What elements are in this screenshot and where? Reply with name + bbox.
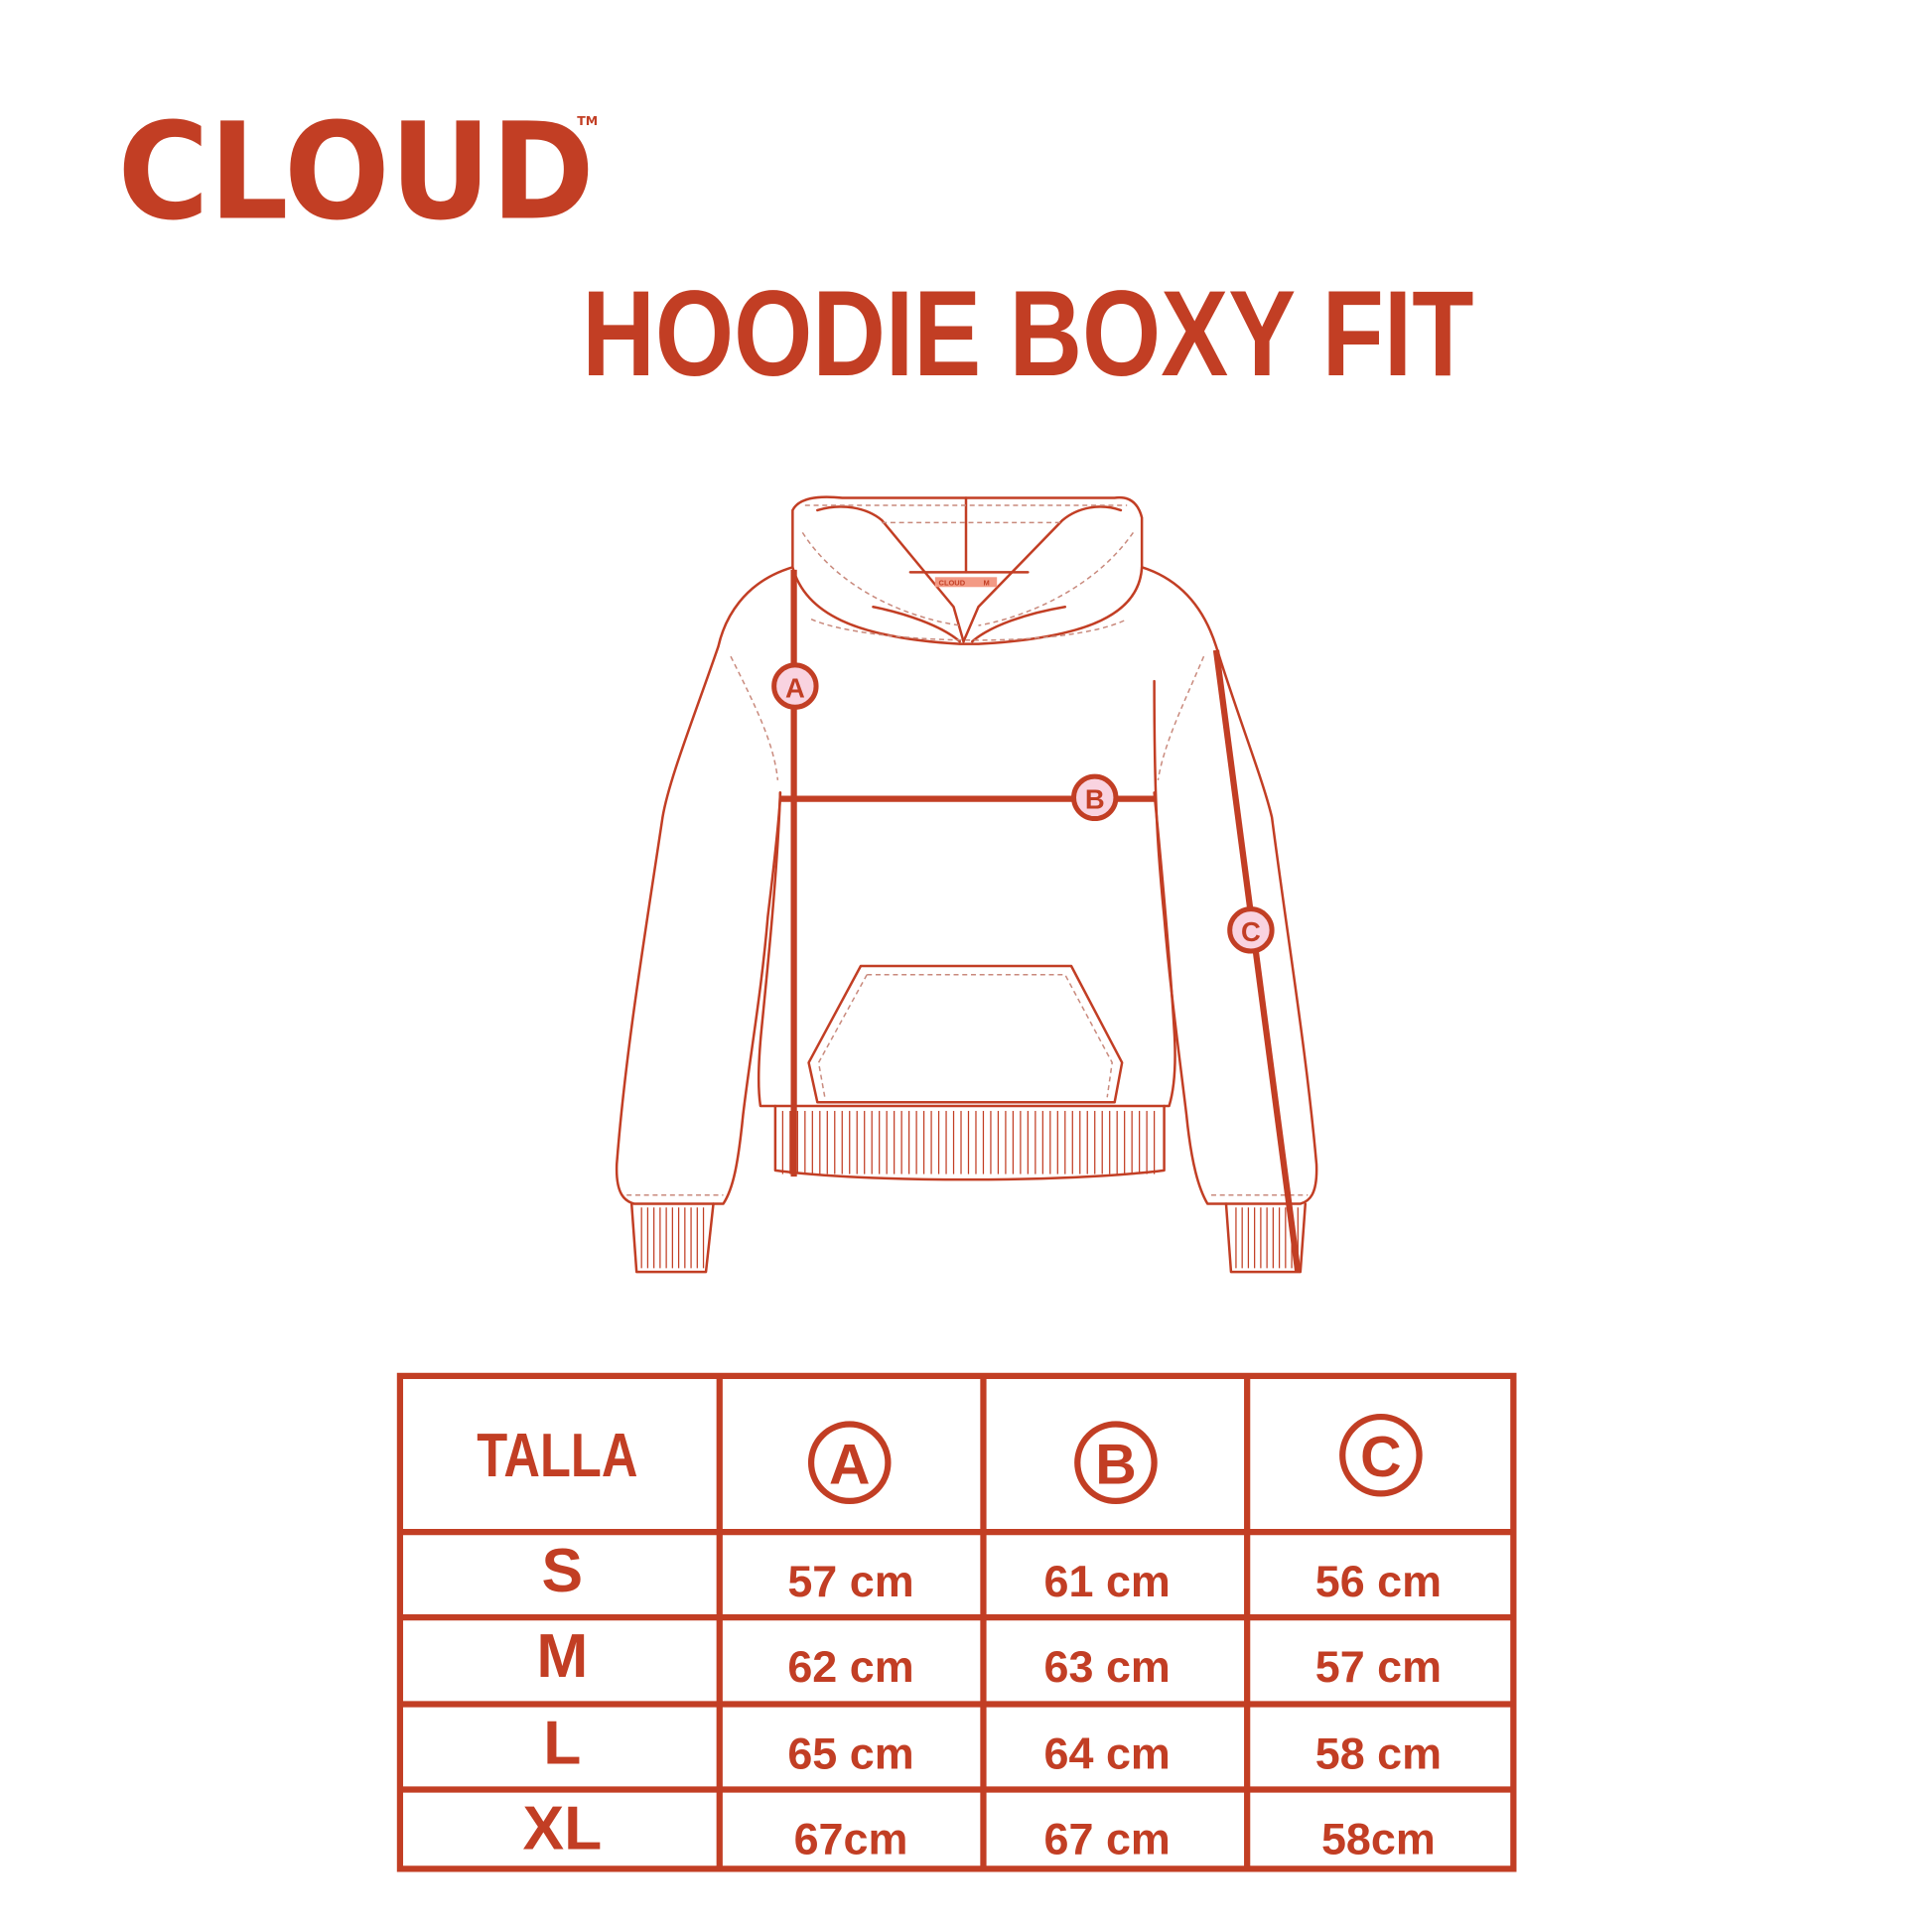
svg-text:C: C bbox=[1241, 916, 1261, 947]
header-a: A bbox=[807, 1421, 892, 1505]
measure-b-cell: 63 cm bbox=[1044, 1641, 1171, 1692]
measure-c-cell: 57 cm bbox=[1315, 1641, 1442, 1692]
header-talla: TALLA bbox=[477, 1422, 637, 1490]
svg-text:B: B bbox=[1085, 784, 1105, 815]
measure-a-cell: 57 cm bbox=[787, 1556, 913, 1606]
marker-a: A bbox=[771, 662, 819, 710]
measure-a-cell: 65 cm bbox=[787, 1727, 913, 1778]
svg-text:C: C bbox=[1360, 1426, 1401, 1489]
size-cell: L bbox=[543, 1709, 581, 1777]
measure-c-line bbox=[1212, 649, 1302, 1273]
garment-label-size: M bbox=[983, 578, 989, 587]
measure-a-cell: 67cm bbox=[794, 1813, 908, 1863]
measure-c-cell: 58cm bbox=[1321, 1813, 1436, 1863]
hem-ribbing bbox=[781, 1110, 1156, 1174]
measure-a-cell: 62 cm bbox=[787, 1641, 913, 1692]
measure-c-cell: 56 cm bbox=[1315, 1556, 1442, 1606]
size-table: TALLA A B C S 57 cm 61 cm 56 cm M 62 cm 63 cm 5… bbox=[396, 1372, 1517, 1872]
header-c: C bbox=[1339, 1413, 1423, 1497]
size-cell: M bbox=[536, 1622, 588, 1691]
svg-text:B: B bbox=[1095, 1433, 1136, 1496]
garment-label-brand: CLOUD bbox=[939, 578, 966, 587]
svg-text:A: A bbox=[829, 1433, 870, 1496]
brand-logo: CLOUD bbox=[118, 94, 595, 250]
header-b: B bbox=[1074, 1421, 1158, 1505]
measure-b-cell: 61 cm bbox=[1044, 1556, 1171, 1606]
marker-c: C bbox=[1227, 906, 1275, 954]
size-cell: XL bbox=[522, 1794, 602, 1863]
svg-text:A: A bbox=[785, 672, 805, 703]
marker-b: B bbox=[1071, 773, 1119, 822]
size-cell: S bbox=[542, 1537, 584, 1605]
hoodie-illustration: CLOUD M bbox=[615, 495, 1318, 1274]
measure-b-cell: 67 cm bbox=[1044, 1813, 1171, 1863]
trademark: TM bbox=[577, 113, 598, 128]
table-row: XL 67cm 67 cm 58cm bbox=[522, 1794, 1435, 1863]
measurement-lines: A B C bbox=[771, 569, 1302, 1273]
table-row: M 62 cm 63 cm 57 cm bbox=[536, 1622, 1442, 1692]
measure-b-cell: 64 cm bbox=[1044, 1727, 1171, 1778]
measure-c-cell: 58 cm bbox=[1315, 1727, 1442, 1778]
table-row: S 57 cm 61 cm 56 cm bbox=[542, 1537, 1443, 1606]
table-row: L 65 cm 64 cm 58 cm bbox=[543, 1709, 1442, 1778]
page-title: HOODIE BOXY FIT bbox=[582, 265, 1473, 401]
